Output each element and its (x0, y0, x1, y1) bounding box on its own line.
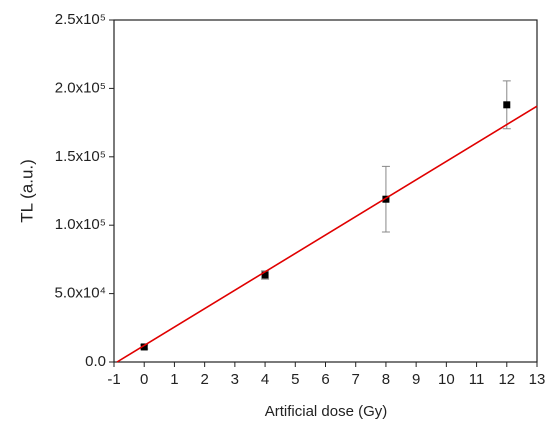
x-tick-label: 2 (200, 371, 208, 388)
plot-frame (113, 19, 538, 363)
y-tick-label: 1.5x10⁵ (55, 148, 106, 165)
x-tick-label: 5 (291, 371, 299, 388)
x-tick-label: 12 (498, 371, 515, 388)
x-tick-label: -1 (107, 371, 120, 388)
x-tick-label: 1 (170, 371, 178, 388)
data-point (382, 195, 390, 203)
fit-line (116, 105, 538, 363)
x-tick-label: 0 (140, 371, 148, 388)
x-tick-label: 7 (352, 371, 360, 388)
x-tick-label: 13 (529, 371, 546, 388)
x-tick-label: 8 (382, 371, 390, 388)
x-tick-label: 9 (412, 371, 420, 388)
x-tick-label: 10 (438, 371, 455, 388)
x-tick-label: 6 (321, 371, 329, 388)
y-tick-label: 1.0x10⁵ (55, 216, 106, 233)
data-point (140, 343, 148, 351)
y-tick-label: 2.0x10⁵ (55, 79, 106, 96)
y-tick-label: 2.5x10⁵ (55, 11, 106, 28)
y-tick-label: 5.0x10⁴ (55, 285, 106, 302)
x-tick-label: 11 (469, 371, 485, 388)
y-axis-label: TL (a.u.) (17, 159, 36, 223)
y-tick-label: 0.0 (85, 353, 106, 370)
x-tick-label: 3 (231, 371, 239, 388)
data-point (261, 271, 269, 279)
x-tick-label: 4 (261, 371, 269, 388)
data-point (503, 101, 511, 109)
x-axis-label: Artificial dose (Gy) (265, 403, 388, 420)
